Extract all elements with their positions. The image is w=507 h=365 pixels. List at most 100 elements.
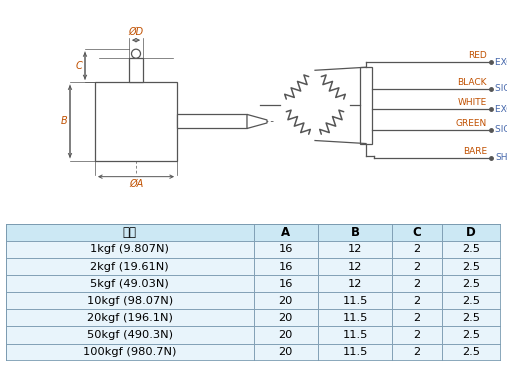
Text: 2kgf (19.61N): 2kgf (19.61N) (90, 261, 169, 272)
Bar (254, 224, 318, 241)
Polygon shape (247, 115, 267, 128)
Bar (442, 241, 501, 258)
Bar (392, 275, 442, 292)
Text: 20kgf (196.1N): 20kgf (196.1N) (87, 313, 173, 323)
Text: EXC (+): EXC (+) (495, 58, 507, 67)
Bar (392, 224, 442, 241)
Text: 16: 16 (278, 245, 293, 254)
Bar (392, 258, 442, 275)
Bar (318, 224, 392, 241)
Text: ØA: ØA (129, 178, 143, 189)
Bar (442, 275, 501, 292)
Bar (318, 292, 392, 309)
Text: B: B (350, 226, 359, 239)
Bar (442, 258, 501, 275)
Text: 20: 20 (278, 313, 293, 323)
Text: ØD: ØD (128, 27, 143, 37)
Text: C: C (412, 226, 421, 239)
Text: 2.5: 2.5 (462, 347, 480, 357)
Bar (318, 326, 392, 343)
Text: 20: 20 (278, 347, 293, 357)
Bar (6, 343, 254, 361)
Text: 20: 20 (278, 330, 293, 340)
Bar (254, 275, 318, 292)
Bar (442, 309, 501, 326)
Bar (254, 292, 318, 309)
Text: 量程: 量程 (123, 226, 137, 239)
Text: 11.5: 11.5 (342, 313, 368, 323)
Text: 12: 12 (348, 278, 362, 289)
Bar (318, 241, 392, 258)
Bar (254, 343, 318, 361)
Bar (6, 309, 254, 326)
Text: EXC (-): EXC (-) (495, 105, 507, 114)
Text: 50kgf (490.3N): 50kgf (490.3N) (87, 330, 173, 340)
Text: BLACK: BLACK (457, 78, 487, 87)
Bar (442, 343, 501, 361)
Text: A: A (281, 226, 290, 239)
Bar (360, 67, 372, 143)
Text: 2: 2 (413, 330, 420, 340)
Text: 100kgf (980.7N): 100kgf (980.7N) (83, 347, 176, 357)
Text: 2: 2 (413, 296, 420, 306)
Bar (442, 292, 501, 309)
Bar (442, 224, 501, 241)
Text: 11.5: 11.5 (342, 347, 368, 357)
Text: 16: 16 (278, 278, 293, 289)
Bar (6, 224, 254, 241)
Text: BARE: BARE (463, 147, 487, 155)
Text: 2.5: 2.5 (462, 261, 480, 272)
Text: 10kgf (98.07N): 10kgf (98.07N) (87, 296, 173, 306)
Text: 2.5: 2.5 (462, 313, 480, 323)
Bar (177, 114, 247, 128)
Bar (392, 309, 442, 326)
Text: 12: 12 (348, 245, 362, 254)
Bar (254, 309, 318, 326)
Bar (318, 275, 392, 292)
Bar (442, 326, 501, 343)
Text: SIG (+): SIG (+) (495, 84, 507, 93)
Bar (254, 326, 318, 343)
Text: 2: 2 (413, 278, 420, 289)
Text: RED: RED (468, 51, 487, 60)
Text: C: C (75, 61, 82, 71)
Circle shape (131, 49, 140, 58)
Bar (254, 258, 318, 275)
Text: 20: 20 (278, 296, 293, 306)
Bar (6, 275, 254, 292)
Bar (6, 292, 254, 309)
Bar (392, 241, 442, 258)
Bar (318, 343, 392, 361)
Text: 2: 2 (413, 313, 420, 323)
Text: 16: 16 (278, 261, 293, 272)
Text: 11.5: 11.5 (342, 330, 368, 340)
Bar (6, 326, 254, 343)
Text: B: B (60, 116, 67, 126)
Text: SIG (-): SIG (-) (495, 125, 507, 134)
Text: 2: 2 (413, 245, 420, 254)
Text: GREEN: GREEN (456, 119, 487, 128)
Bar (318, 309, 392, 326)
Text: 11.5: 11.5 (342, 296, 368, 306)
Text: 12: 12 (348, 261, 362, 272)
Bar (6, 258, 254, 275)
Text: 2: 2 (413, 261, 420, 272)
Text: 2.5: 2.5 (462, 278, 480, 289)
Text: SHIELD: SHIELD (495, 153, 507, 162)
Bar (392, 326, 442, 343)
Bar (318, 258, 392, 275)
Bar (129, 58, 143, 82)
Bar (254, 241, 318, 258)
Text: 2.5: 2.5 (462, 245, 480, 254)
Bar (95, 82, 177, 161)
Text: 2: 2 (413, 347, 420, 357)
Bar (392, 292, 442, 309)
Text: D: D (466, 226, 476, 239)
Text: WHITE: WHITE (458, 98, 487, 107)
Bar (6, 241, 254, 258)
Text: 2.5: 2.5 (462, 330, 480, 340)
Text: 1kgf (9.807N): 1kgf (9.807N) (90, 245, 169, 254)
Text: 2.5: 2.5 (462, 296, 480, 306)
Bar (392, 343, 442, 361)
Text: 5kgf (49.03N): 5kgf (49.03N) (90, 278, 169, 289)
